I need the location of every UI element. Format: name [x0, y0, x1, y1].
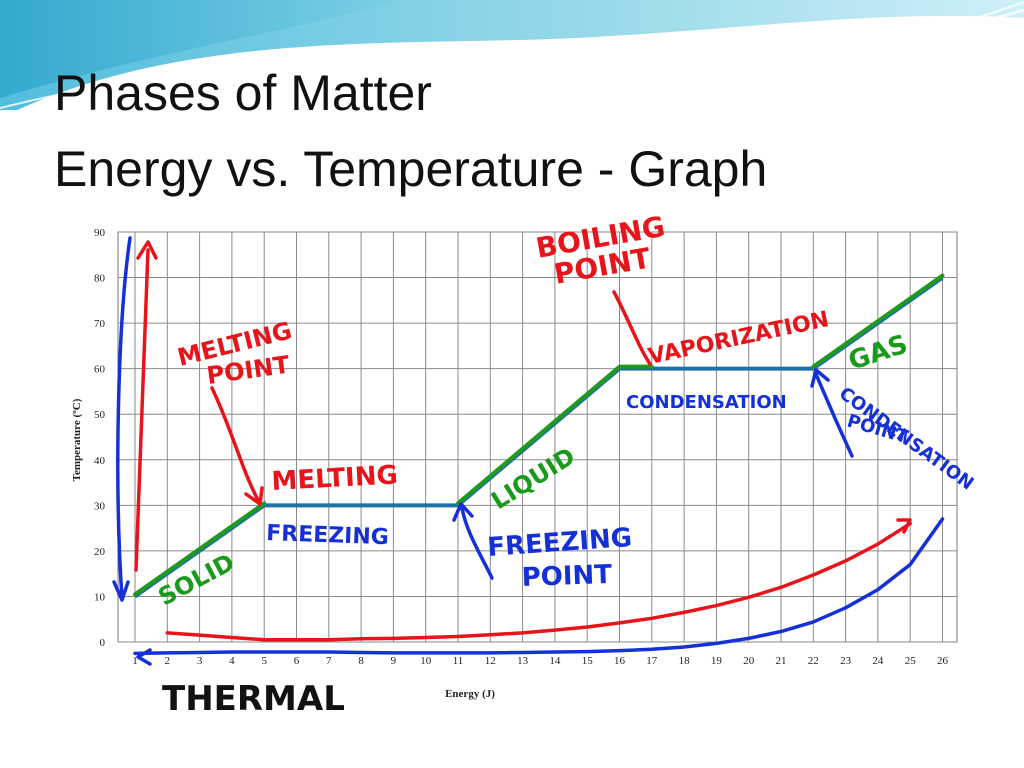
x-tick-label: 1 [132, 655, 138, 667]
y-tick-label: 10 [94, 591, 106, 603]
label-freezing-point-1: FREEZING [486, 523, 633, 563]
label-freezing-point-2: POINT [521, 560, 613, 593]
phase-line-overlay [811, 273, 945, 369]
x-tick-label: 8 [358, 655, 364, 667]
label-melting: MELTING [271, 460, 399, 497]
label-liquid: LIQUID [486, 442, 580, 515]
chart-grid [117, 231, 958, 643]
phase-line-overlay [456, 364, 654, 506]
y-tick-label: 90 [94, 227, 106, 239]
label-solid: SOLID [154, 548, 239, 611]
y-tick-label: 80 [94, 273, 106, 285]
x-tick-label: 4 [229, 655, 235, 667]
condensation-point-arrow [814, 372, 854, 458]
x-tick-label: 19 [711, 655, 723, 667]
label-freezing: FREEZING [266, 521, 389, 550]
x-tick-label: 25 [905, 655, 917, 667]
blue-arrowhead [112, 580, 130, 602]
x-tick-label: 7 [326, 655, 332, 667]
red-up-arrow [134, 248, 150, 572]
melting-point-arrow [210, 386, 260, 502]
y-tick-label: 70 [94, 318, 106, 330]
x-tick-label: 14 [549, 655, 561, 667]
x-tick-label: 18 [679, 655, 691, 667]
x-tick-label: 26 [937, 655, 949, 667]
y-tick-label: 50 [94, 409, 106, 421]
phase-line-overlay [133, 501, 267, 597]
x-tick-label: 5 [261, 655, 267, 667]
label-vaporization: VAPORIZATION [646, 307, 831, 370]
x-tick-label: 11 [453, 655, 464, 667]
y-tick-label: 60 [94, 364, 106, 376]
melting-point-arrowhead [244, 486, 264, 506]
x-tick-label: 16 [614, 655, 626, 667]
x-tick-label: 13 [517, 655, 529, 667]
x-axis-label: Energy (J) [445, 688, 495, 700]
x-tick-label: 21 [776, 655, 787, 667]
x-tick-label: 24 [872, 655, 884, 667]
y-tick-label: 0 [100, 637, 106, 649]
y-tick-label: 30 [94, 500, 106, 512]
y-tick-label: 40 [94, 455, 106, 467]
x-tick-label: 23 [840, 655, 852, 667]
y-axis-label: Temperature (ºC) [71, 398, 83, 481]
x-tick-label: 6 [294, 655, 300, 667]
chart-series [133, 273, 945, 599]
freezing-point-arrow [460, 506, 494, 580]
condensation-point-arrowhead [810, 368, 830, 388]
x-tick-label: 9 [391, 655, 397, 667]
x-tick-label: 22 [808, 655, 819, 667]
x-tick-label: 2 [165, 655, 171, 667]
blue-down-arrow [116, 236, 132, 600]
freezing-point-arrowhead [452, 502, 474, 522]
handwritten-annotations: MELTINGPOINTMELTINGFREEZINGSOLIDLIQUIDFR… [112, 210, 977, 719]
x-tick-label: 15 [582, 655, 594, 667]
boiling-point-arrow [612, 290, 652, 366]
red-arrowhead [136, 240, 158, 260]
blue-energy-curve [133, 517, 945, 656]
y-tick-label: 20 [94, 546, 106, 558]
x-tick-label: 20 [743, 655, 755, 667]
blue-left-arrowhead [136, 648, 152, 666]
x-tick-label: 10 [420, 655, 432, 667]
red-energy-curve [165, 521, 912, 642]
red-right-arrowhead [896, 518, 912, 534]
slide-subtitle: Energy vs. Temperature - Graph [54, 141, 768, 197]
x-tick-label: 12 [485, 655, 496, 667]
label-condensation: CONDENSATION [626, 392, 787, 413]
label-thermal: THERMAL [162, 679, 345, 719]
slide-banner-decoration [0, 0, 1024, 110]
x-tick-label: 17 [646, 655, 658, 667]
slide-title: Phases of Matter [54, 65, 432, 121]
x-tick-label: 3 [197, 655, 203, 667]
